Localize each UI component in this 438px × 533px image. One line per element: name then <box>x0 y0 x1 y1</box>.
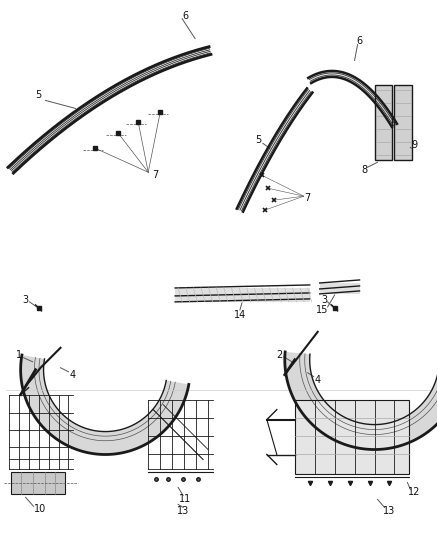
Text: 7: 7 <box>152 170 158 180</box>
Text: 6: 6 <box>357 36 363 46</box>
Bar <box>175 288 310 302</box>
Bar <box>11 472 66 495</box>
Bar <box>395 85 413 160</box>
Text: 5: 5 <box>35 91 42 100</box>
Polygon shape <box>8 47 211 173</box>
Text: 13: 13 <box>177 506 189 516</box>
Text: 11: 11 <box>179 495 191 504</box>
Text: 3: 3 <box>321 295 328 305</box>
Text: 12: 12 <box>408 487 420 497</box>
Text: 13: 13 <box>383 506 396 516</box>
Text: 5: 5 <box>255 135 261 146</box>
Polygon shape <box>237 88 312 212</box>
Polygon shape <box>21 355 189 455</box>
Text: 15: 15 <box>315 305 328 315</box>
Bar <box>320 283 360 294</box>
Text: 7: 7 <box>304 193 311 203</box>
Text: 4: 4 <box>69 370 75 379</box>
Bar <box>295 400 410 474</box>
Text: 4: 4 <box>314 375 321 385</box>
Bar <box>374 85 392 160</box>
Polygon shape <box>285 352 438 449</box>
Text: 9: 9 <box>411 140 417 150</box>
Text: 2: 2 <box>277 350 283 360</box>
Text: 1: 1 <box>16 350 22 360</box>
Text: 8: 8 <box>361 165 367 175</box>
Polygon shape <box>308 71 397 127</box>
Text: 3: 3 <box>22 295 28 305</box>
Text: 14: 14 <box>234 310 246 320</box>
Text: 6: 6 <box>182 11 188 21</box>
Text: 10: 10 <box>35 504 47 514</box>
